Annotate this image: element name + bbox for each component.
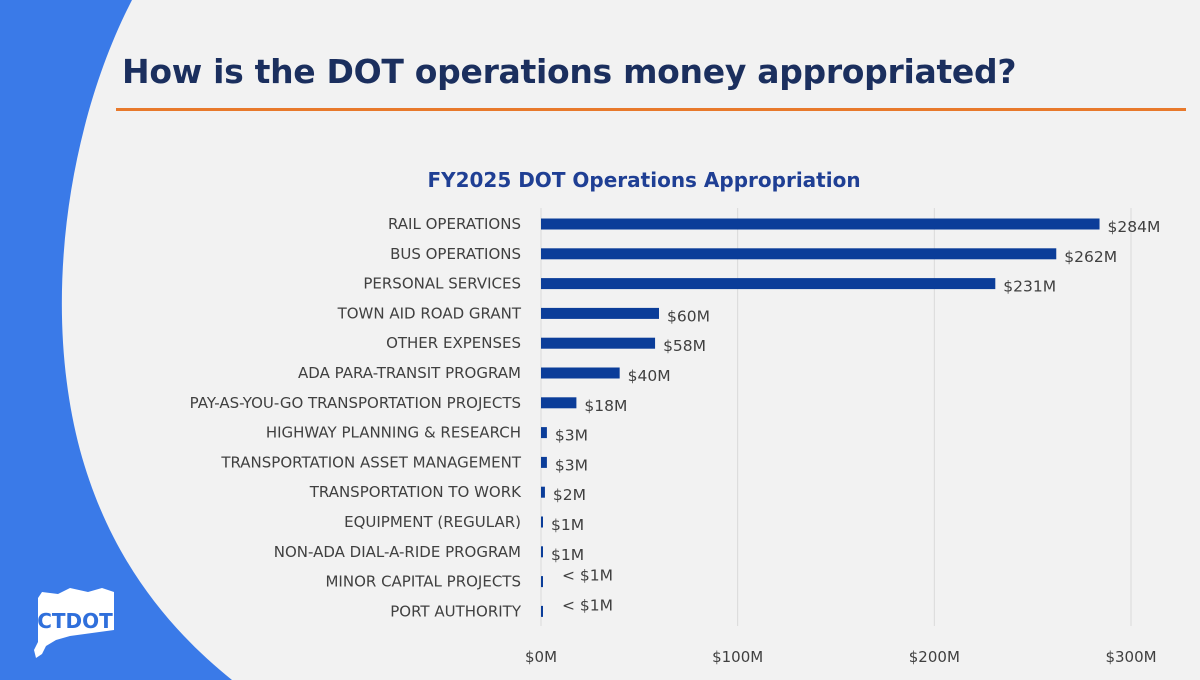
bar [541,218,1100,230]
chart-bars [541,218,1100,617]
chart-x-axis-ticks: $0M $100M $200M $300M [525,648,1157,666]
category-label: TRANSPORTATION TO WORK [309,483,522,501]
bar [541,456,547,468]
value-label: $40M [628,367,671,385]
bar [541,307,659,319]
value-label: $58M [663,337,706,355]
chart-gridlines [540,208,1132,626]
bar [541,367,620,379]
bar [541,576,543,588]
chart-title: FY2025 DOT Operations Appropriation [427,168,860,192]
bar [541,516,543,528]
category-label: EQUIPMENT (REGULAR) [344,513,521,531]
bar [541,486,545,498]
value-label: $60M [667,307,710,325]
category-label: HIGHWAY PLANNING & RESEARCH [266,424,521,442]
category-label: RAIL OPERATIONS [388,215,521,233]
title-underline [116,108,1186,111]
chart-value-labels: $284M $262M $231M $60M $58M $40M$18M $3M $3M $2M… [551,218,1160,614]
value-label: $18M [584,397,627,415]
x-tick-label: $300M [1105,648,1156,666]
bar [541,397,577,409]
bar [541,546,543,558]
category-label: TOWN AID ROAD GRANT [337,304,522,322]
slide-title: How is the DOT operations money appropri… [122,52,1017,91]
bar [541,248,1057,260]
value-label: $3M [555,456,588,474]
x-tick-label: $0M [525,648,557,666]
x-tick-label: $100M [712,648,763,666]
chart-category-labels: RAIL OPERATIONS BUS OPERATIONS PERSONAL SE… [190,215,522,620]
value-label: $284M [1108,218,1161,236]
category-label: PAY-AS-YOU-GO TRANSPORTATION PROJECTS [190,394,521,412]
category-label: NON-ADA DIAL-A-RIDE PROGRAM [274,543,521,561]
category-label: TRANSPORTATION ASSET MANAGEMENT [220,453,522,471]
bar [541,337,656,349]
value-label: $262M [1064,248,1117,266]
value-label: $231M [1003,278,1056,296]
category-label: PORT AUTHORITY [390,602,522,620]
value-label: < $1M [562,596,613,614]
value-label: $1M [551,546,584,564]
ctdot-logo: CTDOT [34,588,114,658]
bar [541,605,543,617]
value-label: $1M [551,516,584,534]
connecticut-state-outline-icon [34,588,114,658]
value-label: $3M [555,427,588,445]
x-tick-label: $200M [909,648,960,666]
ctdot-logo-text: CTDOT [37,609,113,633]
bar [541,278,996,290]
category-label: ADA PARA-TRANSIT PROGRAM [298,364,521,382]
value-label: < $1M [562,567,613,585]
category-label: PERSONAL SERVICES [363,275,521,293]
category-label: OTHER EXPENSES [386,334,521,352]
bar [541,427,547,439]
category-label: BUS OPERATIONS [390,245,521,263]
value-label: $2M [553,486,586,504]
category-label: MINOR CAPITAL PROJECTS [325,573,521,591]
